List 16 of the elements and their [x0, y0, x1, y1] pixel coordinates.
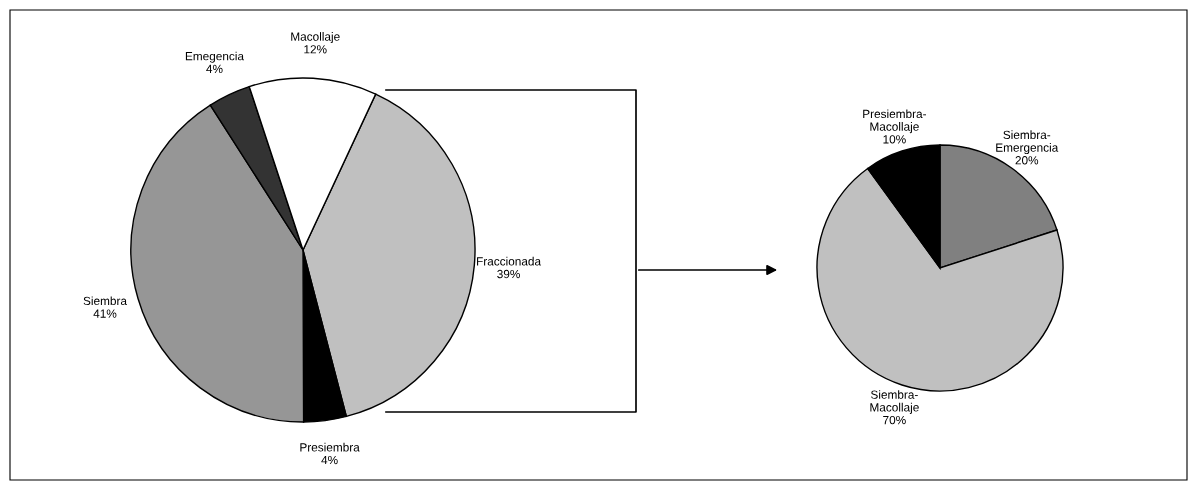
- slice-label: Emegencia: [185, 51, 244, 63]
- slice-label: Siembra-Emergencia: [996, 130, 1059, 155]
- data-label: 10%: [883, 135, 906, 144]
- data-label: 4%: [206, 64, 223, 74]
- data-label: 20%: [1015, 156, 1039, 165]
- data-label: 41%: [93, 309, 117, 318]
- slice-label: Fraccionada: [477, 256, 542, 266]
- data-label: 4%: [321, 455, 338, 465]
- data-label: 70%: [883, 415, 906, 425]
- slice-label: Siembra: [83, 296, 127, 306]
- data-label: 39%: [497, 269, 520, 279]
- slice-label: Siembra-Macollaje: [870, 390, 919, 414]
- slice-label: Macollaje: [291, 32, 340, 44]
- slice-label: Presiembra: [300, 442, 360, 452]
- data-label: 12%: [304, 45, 327, 54]
- slice-label: Presiembra-Macollaje: [863, 109, 927, 134]
